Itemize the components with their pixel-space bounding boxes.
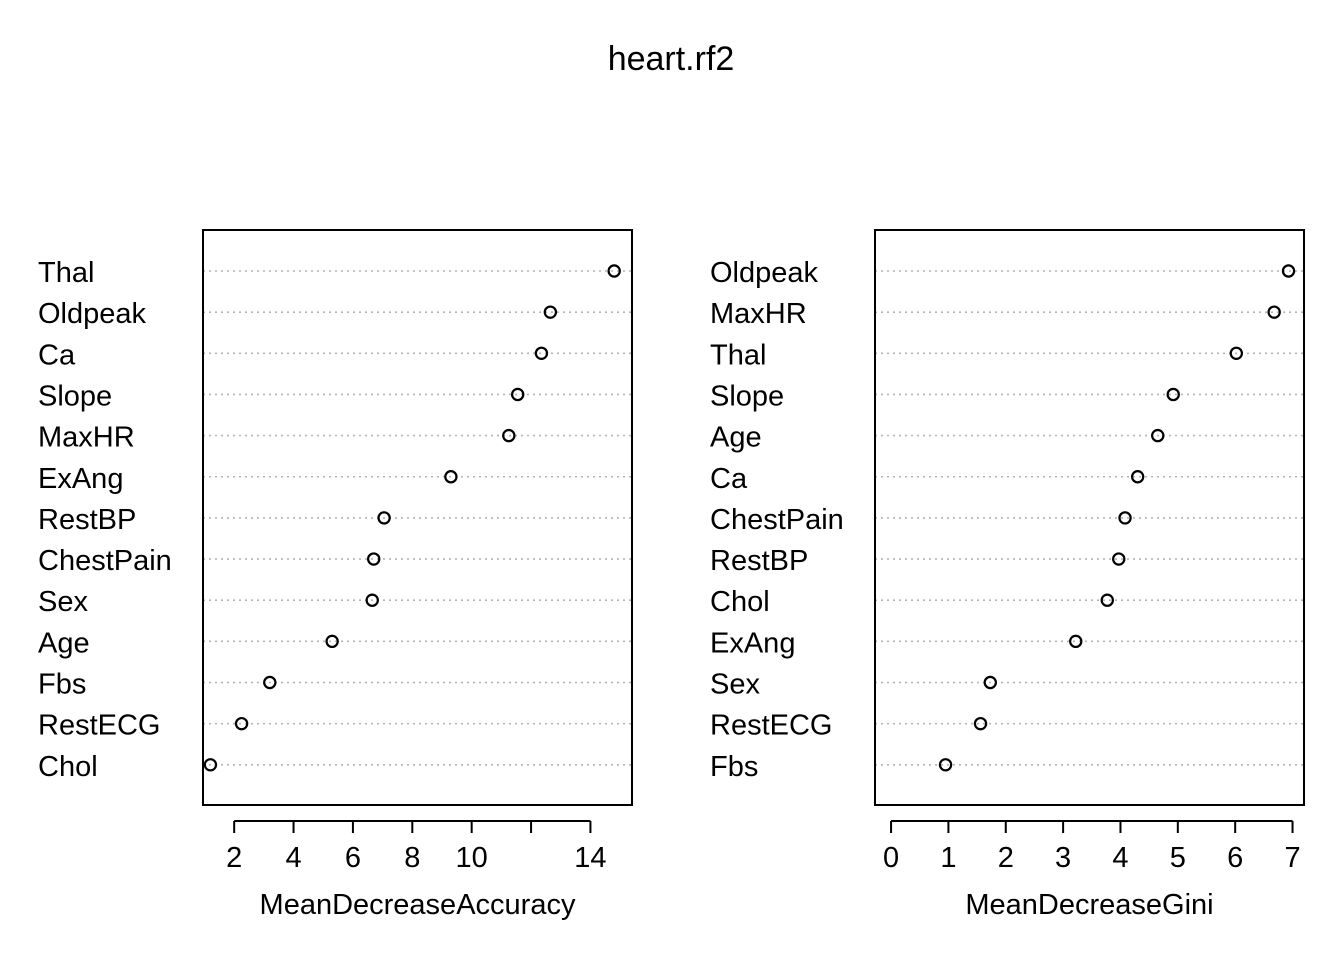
data-point bbox=[325, 634, 339, 649]
x-tick-label: 3 bbox=[1055, 842, 1071, 874]
panel-1: Thal Oldpeak Ca Slope MaxHR ExAng RestBP ChestP… bbox=[38, 229, 633, 921]
category-label: RestECG bbox=[710, 710, 832, 742]
data-point bbox=[543, 305, 558, 319]
data-point bbox=[607, 264, 621, 278]
data-point bbox=[510, 387, 525, 402]
data-point bbox=[1166, 387, 1180, 402]
data-point bbox=[365, 593, 379, 607]
data-point bbox=[1130, 470, 1145, 484]
data-point bbox=[1229, 346, 1244, 360]
plot-frame bbox=[874, 229, 1305, 806]
category-label: RestBP bbox=[710, 545, 808, 577]
data-point bbox=[1100, 593, 1114, 607]
x-axis-label: MeanDecreaseAccuracy bbox=[260, 889, 576, 921]
category-label: ChestPain bbox=[38, 545, 172, 577]
x-tick-label: 10 bbox=[456, 842, 488, 874]
category-label: ChestPain bbox=[710, 504, 844, 536]
category-label: Fbs bbox=[710, 751, 758, 783]
category-label: Chol bbox=[710, 586, 770, 618]
category-label: Oldpeak bbox=[38, 298, 147, 330]
category-label: ExAng bbox=[38, 463, 123, 495]
category-label: MaxHR bbox=[710, 298, 807, 330]
category-label: Age bbox=[710, 422, 762, 454]
data-point bbox=[234, 716, 249, 731]
category-label: Oldpeak bbox=[710, 257, 819, 289]
data-point bbox=[983, 675, 997, 690]
data-point bbox=[973, 716, 988, 731]
x-axis-label: MeanDecreaseGini bbox=[965, 889, 1213, 921]
plot-frame bbox=[202, 229, 633, 806]
x-tick-label: 2 bbox=[998, 842, 1014, 874]
category-label: Thal bbox=[710, 339, 766, 371]
x-tick-label: 8 bbox=[404, 842, 420, 874]
x-tick-label: 0 bbox=[883, 842, 899, 874]
data-point bbox=[1267, 305, 1281, 319]
category-label: Slope bbox=[710, 380, 784, 412]
x-tick-label: 1 bbox=[940, 842, 956, 874]
x-tick-label: 6 bbox=[345, 842, 361, 874]
data-point bbox=[534, 346, 549, 360]
x-tick-label: 4 bbox=[285, 842, 301, 874]
data-point bbox=[502, 428, 516, 443]
data-point bbox=[1118, 511, 1132, 525]
category-label: Age bbox=[38, 627, 90, 659]
data-point bbox=[1112, 552, 1126, 566]
category-label: MaxHR bbox=[38, 422, 135, 454]
data-point bbox=[1069, 634, 1083, 649]
data-point bbox=[203, 758, 218, 772]
category-label: Ca bbox=[38, 339, 76, 371]
category-label: ExAng bbox=[710, 627, 795, 659]
x-tick-label: 5 bbox=[1170, 842, 1186, 874]
category-label: Fbs bbox=[38, 669, 86, 701]
data-point bbox=[367, 552, 381, 566]
data-point bbox=[1281, 264, 1296, 278]
data-point bbox=[938, 758, 953, 772]
x-tick-label: 4 bbox=[1112, 842, 1128, 874]
category-label: RestBP bbox=[38, 504, 136, 536]
category-label: Thal bbox=[38, 257, 94, 289]
data-point bbox=[1151, 428, 1165, 443]
category-label: RestECG bbox=[38, 710, 160, 742]
data-point bbox=[444, 470, 458, 484]
category-label: Sex bbox=[38, 586, 88, 618]
panel-2: Oldpeak MaxHR Thal Slope Age Ca ChestPain RestB… bbox=[710, 229, 1305, 921]
chart-title: heart.rf2 bbox=[608, 40, 735, 78]
category-label: Sex bbox=[710, 669, 760, 701]
x-tick-label: 2 bbox=[226, 842, 242, 874]
category-label: Slope bbox=[38, 380, 112, 412]
data-point bbox=[263, 675, 277, 690]
category-label: Ca bbox=[710, 463, 748, 495]
category-label: Chol bbox=[38, 751, 98, 783]
x-tick-label: 6 bbox=[1227, 842, 1243, 874]
x-tick-label: 7 bbox=[1284, 842, 1300, 874]
data-point bbox=[377, 511, 391, 525]
x-tick-label: 14 bbox=[574, 842, 606, 874]
